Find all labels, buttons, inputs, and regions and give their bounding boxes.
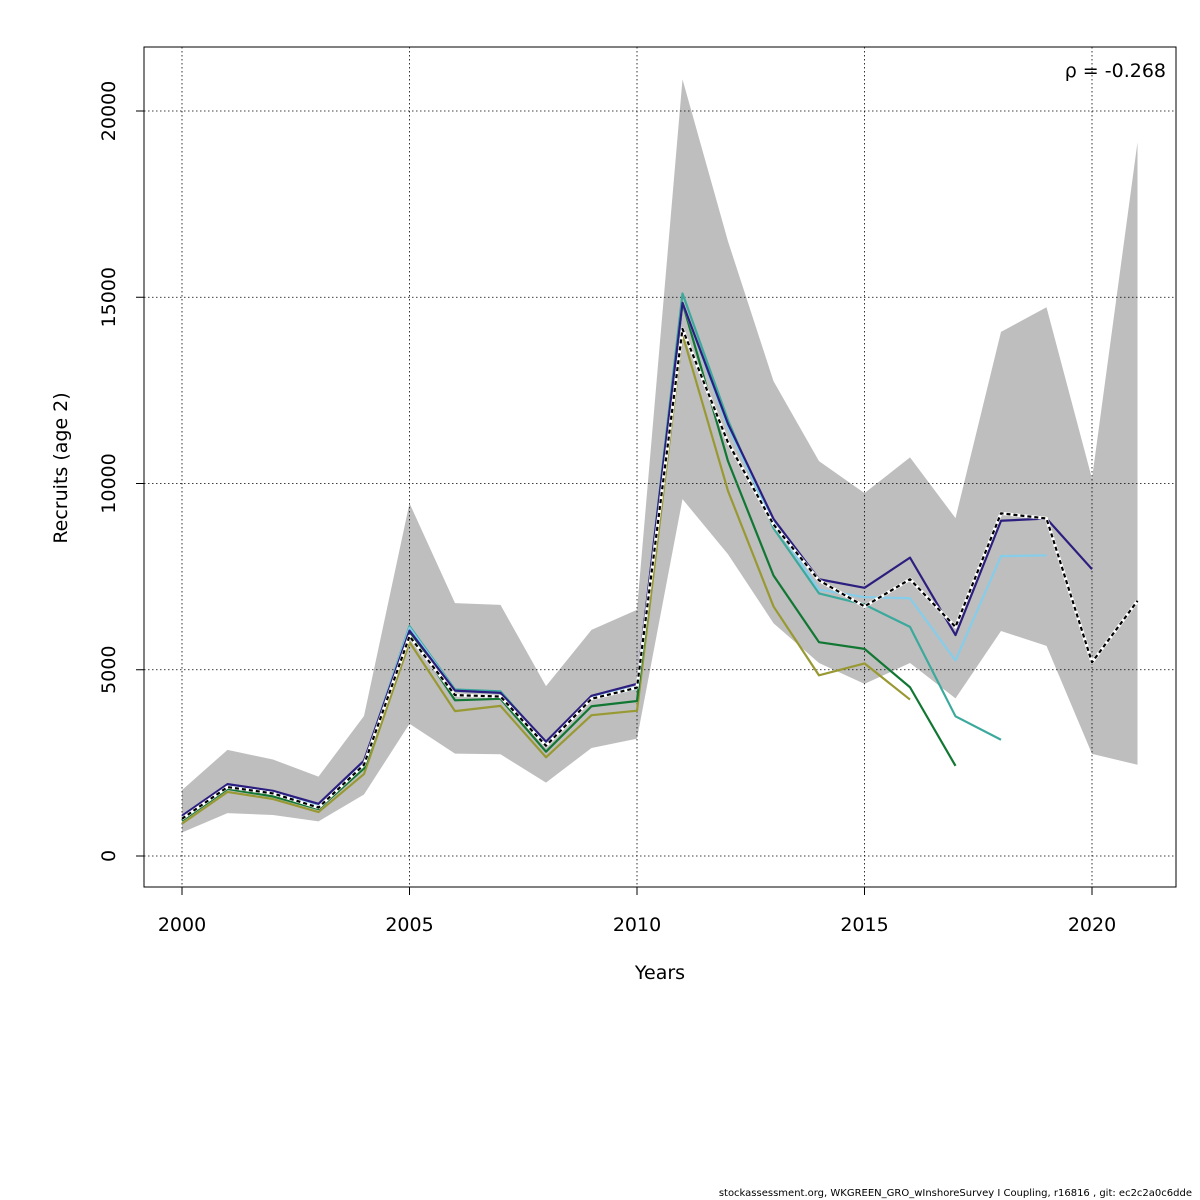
x-tick-label: 2020 [1068,914,1116,936]
x-axis: 2000 2005 2010 2015 2020 [158,887,1116,936]
x-tick-label: 2000 [158,914,206,936]
y-tick-label: 5000 [98,646,120,694]
grid-layer [144,47,1176,887]
series-layer [181,292,1139,825]
footer-credit: stockassessment.org, WKGREEN_GRO_wInshor… [718,1188,1192,1199]
plot-frame [143,46,1177,888]
x-axis-title: Years [634,962,685,984]
y-axis: 0 5000 10000 15000 20000 [98,81,144,862]
y-tick-label: 20000 [98,81,120,141]
y-tick-label: 15000 [98,267,120,327]
y-axis-title: Recruits (age 2) [50,392,72,543]
x-tick-label: 2015 [840,914,888,936]
y-tick-label: 10000 [98,453,120,513]
series-line-m4 [181,301,957,822]
x-tick-label: 2005 [385,914,433,936]
x-tick-label: 2010 [613,914,661,936]
rho-annotation: ρ = -0.268 [1065,60,1166,82]
y-tick-label: 0 [98,850,120,862]
series-line-base [181,327,1139,820]
series-line-m5 [181,333,911,825]
